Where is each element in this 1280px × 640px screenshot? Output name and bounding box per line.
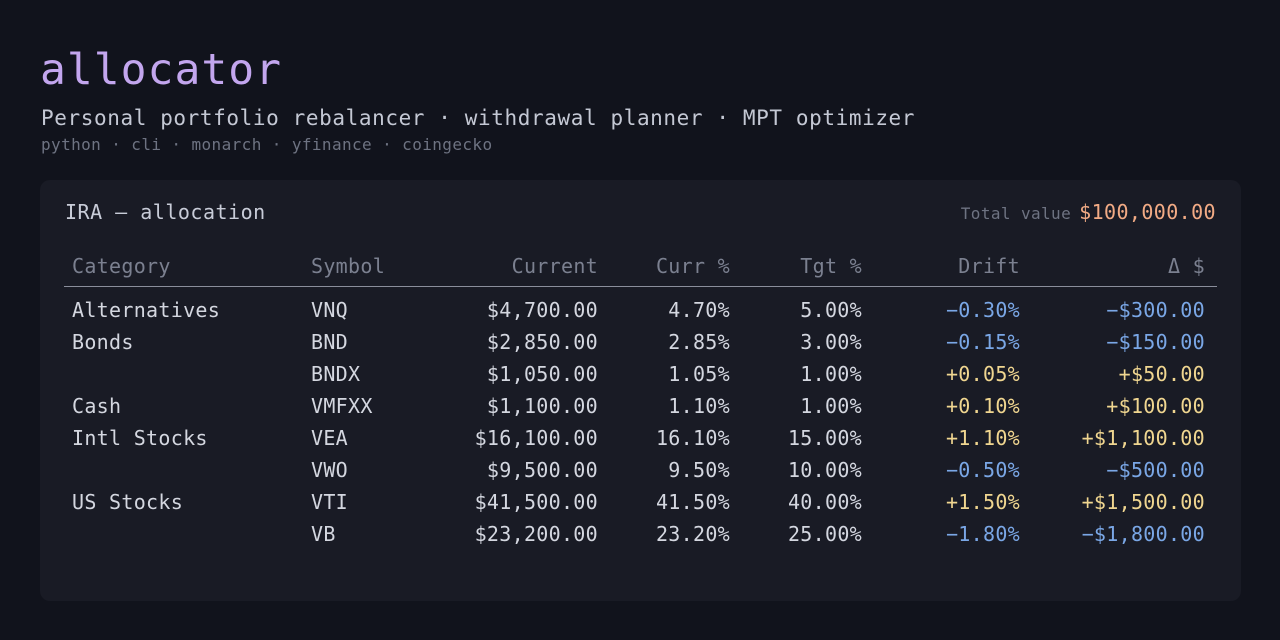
cell-symbol: VNQ [311,298,349,322]
card-title: IRA — allocation [65,200,266,224]
cell-current: $41,500.00 [474,490,598,514]
cell-tgt-pct: 15.00% [787,426,862,450]
cell-category: Alternatives [72,298,221,322]
cell-drift: −0.30% [945,298,1020,322]
cell-current: $1,100.00 [486,394,598,418]
cell-current: $9,500.00 [486,458,598,482]
total-value-amount: $100,000.00 [1079,200,1216,224]
cell-delta: +$100.00 [1106,394,1205,418]
cell-symbol: VB [311,522,336,546]
table-row: VWO $9,500.00 9.50% 10.00% −0.50% −$500.00 [64,454,1217,486]
app-title: allocator [40,45,282,95]
cell-current: $4,700.00 [486,298,598,322]
cell-drift: +1.10% [945,426,1020,450]
cell-category: Cash [72,394,122,418]
column-header-symbol: Symbol [311,254,386,278]
cell-current: $1,050.00 [486,362,598,386]
cell-tgt-pct: 10.00% [787,458,862,482]
column-header-curr-pct: Curr % [655,254,730,278]
cell-symbol: VMFXX [311,394,373,418]
cell-curr-pct: 23.20% [655,522,730,546]
cell-symbol: VTI [311,490,349,514]
cell-current: $2,850.00 [486,330,598,354]
cell-delta: +$1,500.00 [1081,490,1205,514]
cell-tgt-pct: 5.00% [800,298,862,322]
cell-curr-pct: 41.50% [655,490,730,514]
cell-symbol: BND [311,330,349,354]
cell-delta: +$50.00 [1118,362,1205,386]
cell-delta: −$500.00 [1106,458,1205,482]
column-header-tgt-pct: Tgt % [800,254,862,278]
cell-drift: −1.80% [945,522,1020,546]
table-row: Alternatives VNQ $4,700.00 4.70% 5.00% −0.30%… [64,294,1217,326]
cell-delta: −$300.00 [1106,298,1205,322]
cell-delta: +$1,100.00 [1081,426,1205,450]
cell-delta: −$1,800.00 [1081,522,1205,546]
total-value-summary: Total value $100,000.00 [961,199,1216,227]
cell-tgt-pct: 1.00% [800,394,862,418]
column-header-current: Current [511,254,598,278]
table-row: US Stocks VTI $41,500.00 41.50% 40.00% +1.50%… [64,486,1217,518]
cell-symbol: VEA [311,426,349,450]
cell-tgt-pct: 3.00% [800,330,862,354]
column-header-delta: Δ $ [1167,254,1205,278]
cell-category: Bonds [72,330,134,354]
cell-category: Intl Stocks [72,426,208,450]
cell-symbol: BNDX [311,362,361,386]
cell-symbol: VWO [311,458,349,482]
table-row: Cash VMFXX $1,100.00 1.10% 1.00% +0.10% +$100.… [64,390,1217,422]
cell-drift: +0.05% [945,362,1020,386]
allocation-card: IRA — allocation Total value $100,000.00 … [40,180,1241,601]
cell-tgt-pct: 1.00% [800,362,862,386]
cell-curr-pct: 9.50% [668,458,730,482]
table-row: BNDX $1,050.00 1.05% 1.00% +0.05% +$50.00 [64,358,1217,390]
cell-curr-pct: 2.85% [668,330,730,354]
table-row: Intl Stocks VEA $16,100.00 16.10% 15.00% +1.1… [64,422,1217,454]
cell-curr-pct: 1.10% [668,394,730,418]
cell-current: $23,200.00 [474,522,598,546]
cell-tgt-pct: 25.00% [787,522,862,546]
column-header-category: Category [72,254,171,278]
column-header-drift: Drift [958,254,1020,278]
tech-tagline: python · cli · monarch · yfinance · coin… [41,135,493,154]
cell-current: $16,100.00 [474,426,598,450]
cell-delta: −$150.00 [1106,330,1205,354]
table-row: VB $23,200.00 23.20% 25.00% −1.80% −$1,800.00 [64,518,1217,550]
cell-drift: +0.10% [945,394,1020,418]
total-value-label: Total value [960,204,1072,223]
table-row: Bonds BND $2,850.00 2.85% 3.00% −0.15% −$150.0… [64,326,1217,358]
app-subtitle: Personal portfolio rebalancer · withdraw… [41,106,916,130]
table-header: Category Symbol Current Curr % Tgt % Dri… [64,250,1217,287]
cell-curr-pct: 16.10% [655,426,730,450]
cell-tgt-pct: 40.00% [787,490,862,514]
cell-curr-pct: 4.70% [668,298,730,322]
cell-drift: +1.50% [945,490,1020,514]
cell-drift: −0.15% [945,330,1020,354]
cell-category: US Stocks [72,490,184,514]
cell-curr-pct: 1.05% [668,362,730,386]
cell-drift: −0.50% [945,458,1020,482]
